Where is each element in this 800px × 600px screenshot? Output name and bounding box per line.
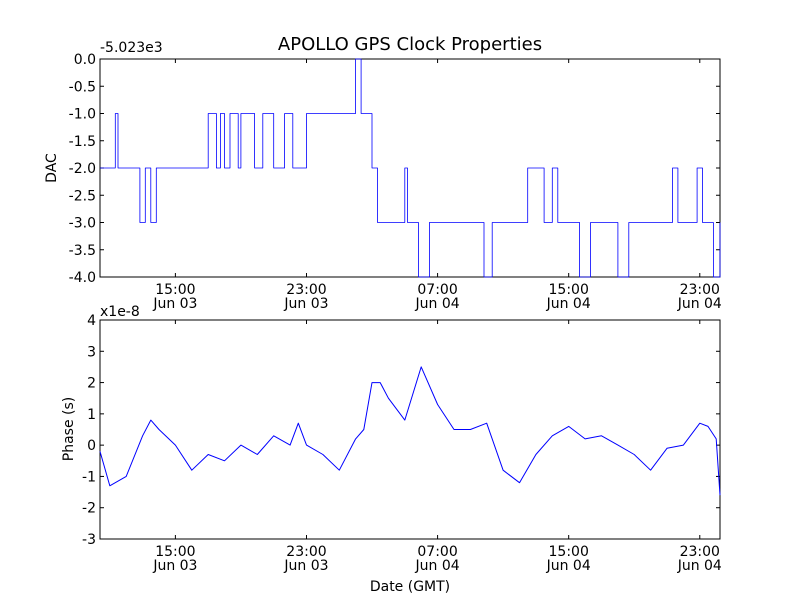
x-tick-label-time: 23:00 [680, 544, 720, 560]
y-tick-label: -2 [82, 501, 96, 517]
phase-offset-label: x1e-8 [100, 304, 140, 320]
y-tick-label: -2.5 [69, 188, 96, 204]
series-line [100, 58, 721, 278]
x-tick-label-date: Jun 03 [283, 558, 328, 574]
x-tick-label-time: 07:00 [417, 544, 457, 560]
x-tick-label-date: Jun 03 [152, 296, 197, 312]
x-tick-label-date: Jun 04 [677, 558, 722, 574]
y-tick-label: -3.5 [69, 243, 96, 259]
y-tick-label: -3 [82, 532, 96, 548]
y-tick-label: -1.0 [69, 107, 96, 123]
x-tick-label-date: Jun 03 [283, 296, 328, 312]
y-tick-label: -2.0 [69, 161, 96, 177]
x-tick-label-date: Jun 04 [415, 558, 460, 574]
y-tick-label: 4 [87, 313, 96, 329]
x-tick-label-time: 07:00 [417, 282, 457, 298]
x-tick-label-time: 23:00 [680, 282, 720, 298]
phase-x-axis-label: Date (GMT) [370, 579, 450, 595]
x-tick-label-time: 23:00 [286, 544, 326, 560]
x-tick-label-time: 15:00 [549, 282, 589, 298]
y-tick-label: 0 [87, 438, 96, 454]
x-tick-label-date: Jun 03 [152, 558, 197, 574]
phase-plot-area [99, 319, 721, 540]
x-tick-label-time: 15:00 [549, 544, 589, 560]
dac-series [100, 58, 721, 278]
y-tick-label: 0.0 [74, 52, 96, 68]
y-tick-label: -1.5 [69, 134, 96, 150]
y-tick-label: 3 [87, 344, 96, 360]
y-tick-label: -0.5 [69, 79, 96, 95]
y-tick-label: -3.0 [69, 216, 96, 232]
phase-series [99, 366, 721, 496]
y-tick-label: -4.0 [69, 270, 96, 286]
y-tick-label: 1 [87, 407, 96, 423]
y-tick-label: -1 [82, 469, 96, 485]
phase-y-axis-label: Phase (s) [61, 397, 77, 461]
chart-title: APOLLO GPS Clock Properties [278, 34, 542, 55]
x-tick-label-date: Jun 04 [546, 558, 591, 574]
x-tick-label-date: Jun 04 [677, 296, 722, 312]
dac-y-axis-label: DAC [44, 153, 60, 183]
x-tick-label-date: Jun 04 [546, 296, 591, 312]
x-tick-label-time: 15:00 [155, 544, 195, 560]
series-line [99, 366, 721, 496]
dac-offset-label: -5.023e3 [100, 40, 163, 56]
x-tick-label-date: Jun 04 [415, 296, 460, 312]
x-tick-label-time: 23:00 [286, 282, 326, 298]
x-tick-label-time: 15:00 [155, 282, 195, 298]
y-tick-label: 2 [87, 376, 96, 392]
